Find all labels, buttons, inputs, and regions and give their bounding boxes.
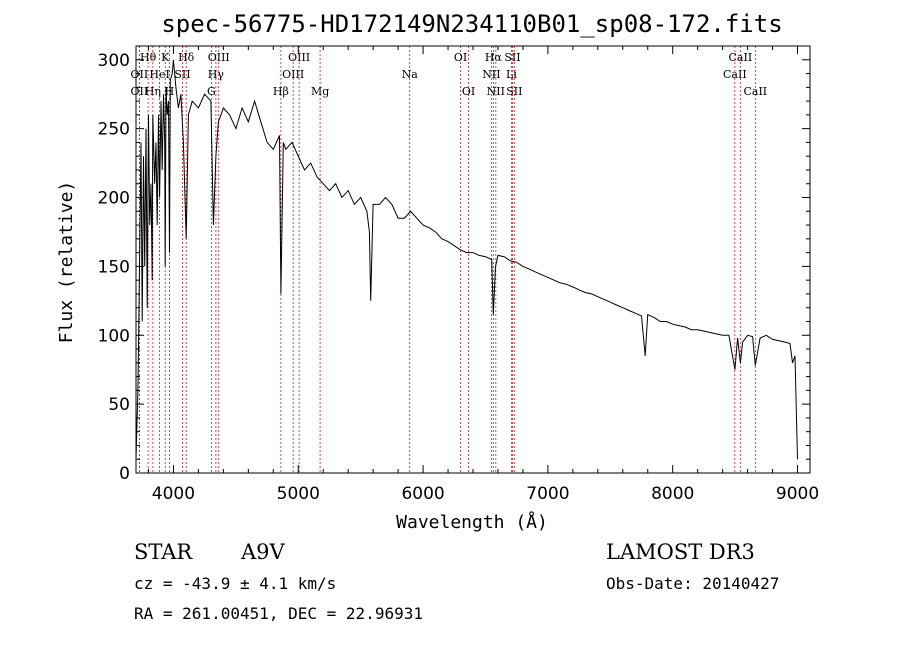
y-tick-label: 150 — [98, 257, 130, 277]
spectral-line-label: Hα — [485, 51, 503, 64]
spectral-line-label: OI — [462, 85, 475, 98]
x-tick-label: 8000 — [651, 484, 694, 504]
spectral-line-label: Hδ — [178, 51, 195, 64]
spectral-line-label: SII — [174, 68, 190, 81]
y-axis-ticks: 0 50 100 150 200 250 300 — [98, 51, 810, 484]
y-tick-label: 200 — [98, 189, 130, 209]
spectral-line-label: Hη — [145, 85, 161, 98]
y-tick-label: 50 — [108, 395, 130, 415]
spectral-line-label: OI — [454, 51, 467, 64]
spectral-line-label: Hθ — [140, 51, 157, 64]
spectral-line-label: OII — [131, 85, 149, 98]
spectral-line-label: HeI — [149, 68, 169, 81]
x-axis-label: Wavelength (Å) — [396, 511, 548, 533]
spectral-line-label: Na — [402, 68, 419, 81]
spectral-line-label: G — [207, 85, 216, 98]
y-tick-label: 250 — [98, 120, 130, 140]
object-class: STAR — [134, 540, 193, 564]
spectral-line-label: OIII — [282, 68, 304, 81]
subclass: A9V — [240, 540, 286, 564]
spectral-line-label: H — [165, 85, 175, 98]
spectrum-series-line — [135, 59, 798, 460]
y-tick-label: 100 — [98, 326, 130, 346]
spectral-line-label: SII — [504, 51, 520, 64]
redshift-text: cz = -43.9 ± 4.1 km/s — [134, 574, 336, 593]
spectral-line-label: NII — [482, 68, 500, 81]
x-tick-label: 5000 — [277, 484, 320, 504]
x-axis-ticks: 4000 5000 6000 7000 8000 9000 — [147, 46, 819, 504]
spectral-line-label: Mg — [311, 85, 329, 98]
spectral-line-label: Hβ — [273, 85, 289, 98]
y-tick-label: 0 — [119, 464, 130, 484]
x-tick-label: 9000 — [776, 484, 819, 504]
spectral-line-label: OIII — [288, 51, 310, 64]
x-tick-label: 4000 — [152, 484, 195, 504]
spectral-line-label: OII — [131, 68, 149, 81]
chart-title: spec-56775-HD172149N234110B01_sp08-172.f… — [161, 10, 782, 38]
plot-frame — [135, 45, 811, 474]
spectral-line-label: K — [161, 51, 170, 64]
coordinates: RA = 261.00451, DEC = 22.96931 — [134, 604, 423, 623]
spectral-line-label: CaII — [723, 68, 747, 81]
spectral-line-label: SII — [506, 85, 522, 98]
survey-name: LAMOST DR3 — [606, 540, 755, 564]
x-tick-label: 6000 — [401, 484, 444, 504]
spectral-line-markers — [138, 46, 756, 473]
spectral-line-label: OIII — [208, 51, 230, 64]
y-tick-label: 300 — [98, 51, 130, 71]
spectral-line-label: Li — [506, 68, 517, 81]
spectral-line-label: NII — [487, 85, 505, 98]
obs-date: Obs-Date: 20140427 — [606, 574, 779, 593]
x-tick-label: 7000 — [526, 484, 569, 504]
spectral-line-label: CaII — [743, 85, 767, 98]
spectral-line-label: CaII — [729, 51, 753, 64]
spectral-line-label: Hγ — [208, 68, 225, 81]
y-axis-label: Flux (relative) — [56, 181, 77, 344]
